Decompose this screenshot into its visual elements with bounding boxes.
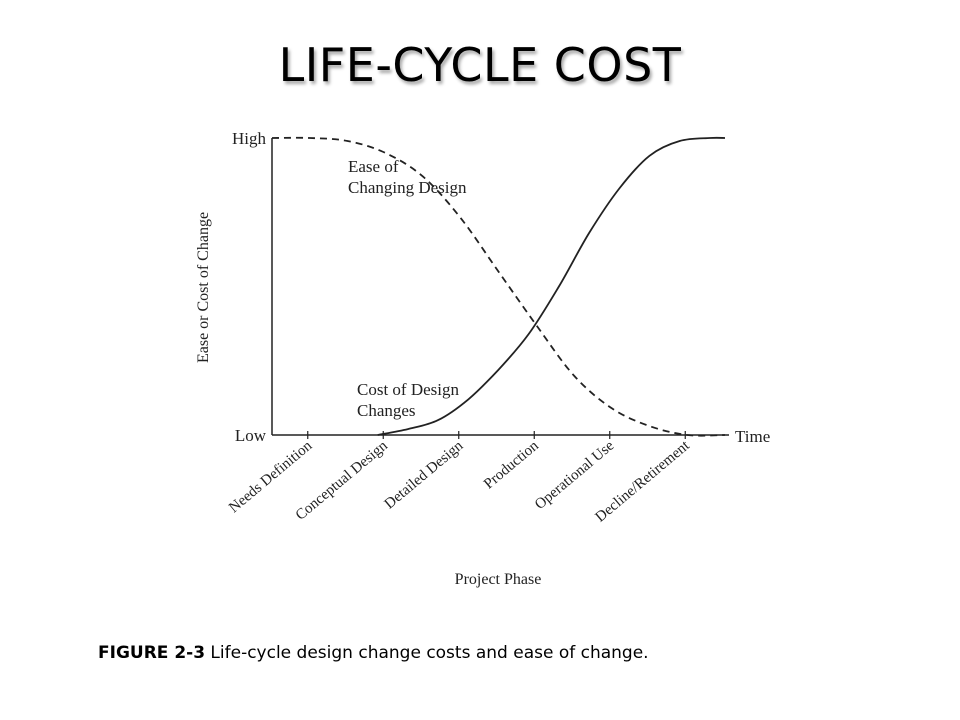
cost-of-change-curve (377, 136, 726, 436)
x-tick-label: Production (481, 437, 542, 492)
y-tick-high: High (232, 129, 267, 148)
series-label: Cost of Design (357, 380, 460, 399)
series-label: Changes (357, 401, 416, 420)
chart-axes: High Low Ease or Cost of Change Time Project… (195, 129, 770, 588)
life-cycle-chart: High Low Ease or Cost of Change Time Project… (195, 129, 770, 588)
slide-title: LIFE-CYCLE COST (278, 38, 682, 92)
y-axis-label: Ease or Cost of Change (195, 212, 212, 363)
x-tick-label: Detailed Design (382, 437, 467, 512)
ease-of-change-curve (271, 136, 726, 437)
figure-caption: FIGURE 2-3 Life-cycle design change cost… (98, 643, 649, 663)
series-label: Changing Design (348, 178, 467, 197)
x-axis-label: Project Phase (455, 571, 542, 588)
caption-text: Life-cycle design change costs and ease … (205, 643, 649, 663)
y-tick-low: Low (235, 426, 267, 445)
series-label: Ease of (348, 157, 399, 176)
chart-curves (271, 136, 726, 437)
x-axis-end-label: Time (735, 427, 770, 446)
chart-labels: Ease of Changing Design Cost of Design Chan… (348, 157, 467, 420)
figure-label: FIGURE 2-3 (98, 643, 206, 663)
x-tick-label: Operational Use (532, 438, 618, 513)
